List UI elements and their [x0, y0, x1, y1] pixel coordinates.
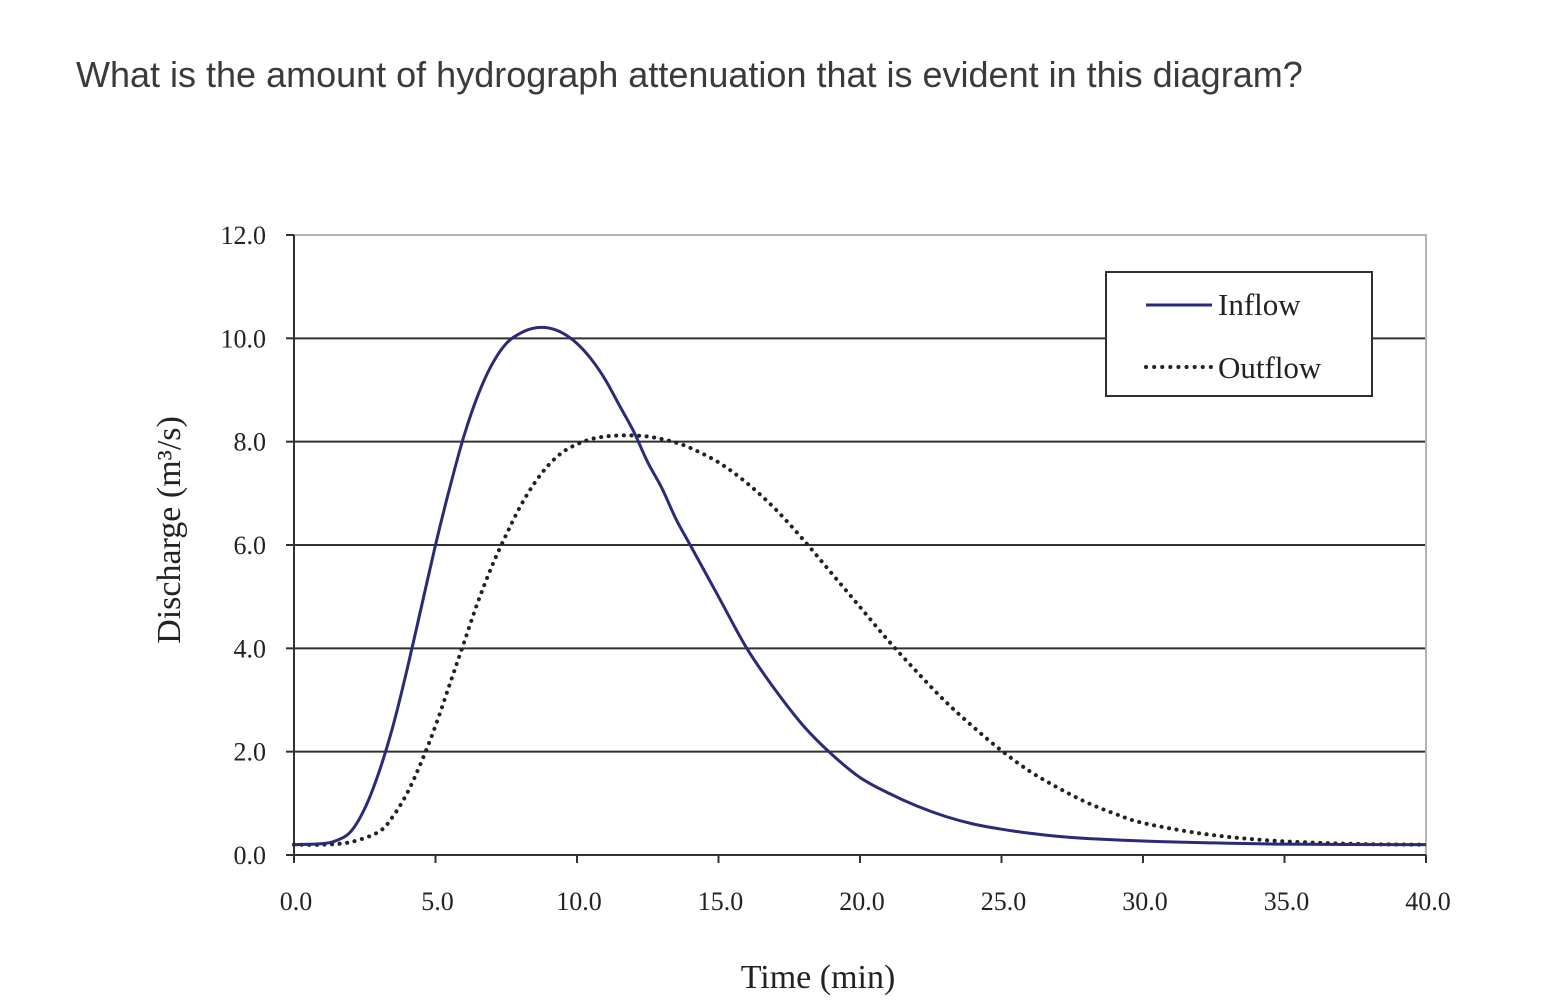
y-tick-label: 0.0 — [234, 841, 267, 870]
x-tick-label: 25.0 — [981, 887, 1027, 916]
outflow-series-line — [292, 433, 1428, 847]
y-tick-label: 6.0 — [234, 531, 267, 560]
x-tick-label: 40.0 — [1405, 887, 1451, 916]
legend-box — [1105, 271, 1373, 397]
x-tick-label: 15.0 — [698, 887, 744, 916]
legend-inflow-label: Inflow — [1218, 287, 1301, 322]
y-tick-label: 2.0 — [234, 738, 267, 767]
legend: Inflow Outflow — [1105, 271, 1373, 397]
y-axis-title: Discharge (m³/s) — [151, 416, 188, 644]
x-axis-title: Time (min) — [741, 959, 896, 996]
x-tick-label: 20.0 — [839, 887, 885, 916]
y-tick-label: 10.0 — [221, 324, 267, 353]
x-tick-label: 30.0 — [1122, 887, 1168, 916]
y-tick-label: 12.0 — [221, 221, 267, 250]
question-text: What is the amount of hydrograph attenua… — [76, 54, 1303, 95]
inflow-series-line — [293, 325, 1427, 847]
y-tick-label: 4.0 — [234, 634, 267, 663]
x-tick-label: 5.0 — [421, 887, 454, 916]
y-tick-label: 8.0 — [234, 428, 267, 457]
x-tick-label: 35.0 — [1264, 887, 1310, 916]
x-tick-label: 10.0 — [556, 887, 602, 916]
legend-outflow-label: Outflow — [1218, 350, 1322, 385]
x-tick-label: 0.0 — [280, 887, 313, 916]
